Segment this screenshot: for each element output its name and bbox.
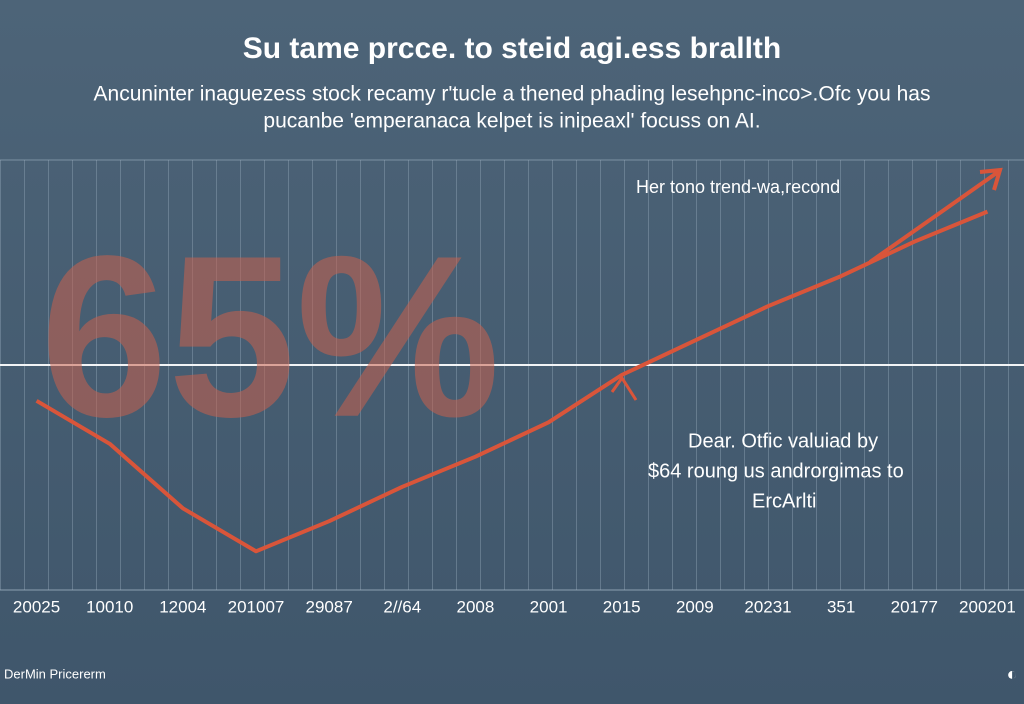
- x-tick-label: 200201: [959, 597, 1016, 616]
- footer: DerMin Pricererm: [4, 666, 106, 681]
- arrow-head: [610, 375, 638, 401]
- grid: [0, 160, 1024, 590]
- chart-title: Su tame prcce. to steid agi.ess brallth: [243, 32, 782, 65]
- annotation: Her tono trend-wa,recond: [636, 177, 840, 197]
- x-tick-label: 12004: [159, 597, 206, 616]
- x-tick-label: 29087: [306, 597, 353, 616]
- x-tick-label: 20177: [891, 597, 938, 616]
- x-tick-label: 20231: [744, 597, 791, 616]
- annotation: ErcArlti: [752, 490, 816, 512]
- x-tick-label: 10010: [86, 597, 133, 616]
- trend-arrow: [868, 167, 1003, 264]
- subtitle: Ancuninter inaguezess stock recamy r'tuc…: [94, 83, 931, 106]
- logo-icon: ◐: [1007, 664, 1018, 684]
- x-tick-label: 2009: [676, 597, 714, 616]
- big-label: 65%: [40, 208, 500, 465]
- x-tick-label: 2008: [457, 597, 495, 616]
- x-tick-label: 351: [827, 597, 855, 616]
- line: [35, 209, 989, 554]
- subtitle: pucanbe 'emperanaca kelpet is inipeaxl' …: [263, 110, 760, 133]
- annotation: $64 roung us androrgimas to: [648, 460, 904, 482]
- x-tick-label: 201007: [228, 597, 285, 616]
- x-tick-label: 2001: [530, 597, 568, 616]
- x-tick-label: 2//64: [383, 597, 421, 616]
- annotation: Dear. Otfic valuiad by: [688, 430, 878, 452]
- x-tick-label: 2015: [603, 597, 641, 616]
- x-tick-label: 20025: [13, 597, 60, 616]
